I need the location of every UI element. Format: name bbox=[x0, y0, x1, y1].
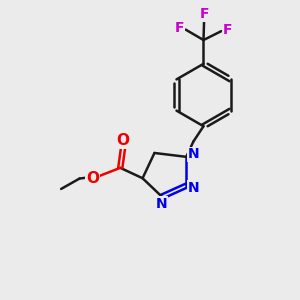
Text: O: O bbox=[117, 133, 130, 148]
Text: F: F bbox=[199, 7, 209, 21]
Text: F: F bbox=[174, 21, 184, 35]
Text: N: N bbox=[156, 197, 168, 211]
Text: F: F bbox=[223, 22, 232, 37]
Text: N: N bbox=[188, 181, 200, 195]
Text: N: N bbox=[188, 148, 200, 161]
Text: O: O bbox=[86, 171, 99, 186]
